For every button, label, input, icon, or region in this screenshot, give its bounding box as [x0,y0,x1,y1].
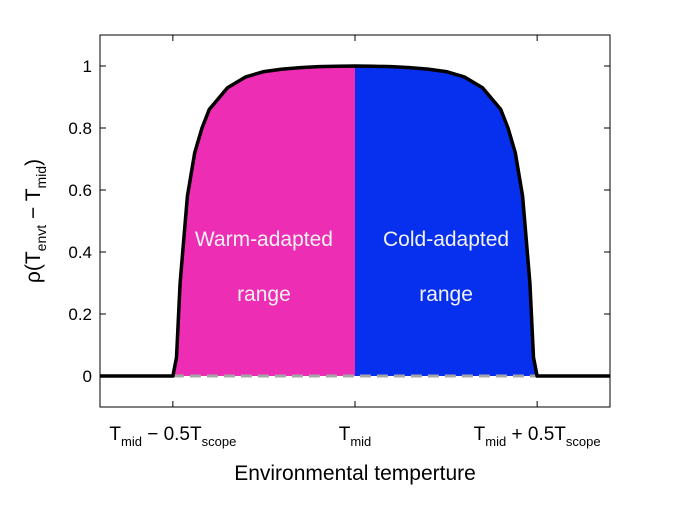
region-label-1-1: range [419,283,473,306]
curve-line [100,64,610,378]
y-tick-label-0: 0 [83,367,92,386]
y-axis-label: ρ(Tenvt − Tmid) [22,159,49,283]
y-tick-label-1: 0.2 [68,305,92,324]
y-tick-label-5: 1 [83,57,92,76]
region-label-0-0: Warm-adapted [195,228,333,251]
y-tick-label-2: 0.4 [68,243,92,262]
region-fills [172,66,538,376]
region-fill-1 [355,66,538,376]
y-axis-ticks: 0 0.2 0.4 0.6 0.8 1 [68,57,610,386]
x-axis-ticks: Tmid − 0.5Tscope Tmid Tmid + 0.5Tscope [109,35,601,449]
x-tick-label-0: Tmid − 0.5Tscope [109,424,236,449]
x-axis-label: Environmental temperture [234,462,476,485]
region-label-0-1: range [237,283,291,306]
curve-series [100,64,610,378]
region-labels: Warm-adapted range Cold-adapted range [195,228,509,306]
y-tick-label-4: 0.8 [68,119,92,138]
region-fill-0 [172,66,355,376]
x-tick-label-2: Tmid + 0.5Tscope [474,424,601,449]
x-tick-label-1: Tmid [339,424,372,449]
y-tick-label-3: 0.6 [68,181,92,200]
region-label-1-0: Cold-adapted [383,228,509,251]
